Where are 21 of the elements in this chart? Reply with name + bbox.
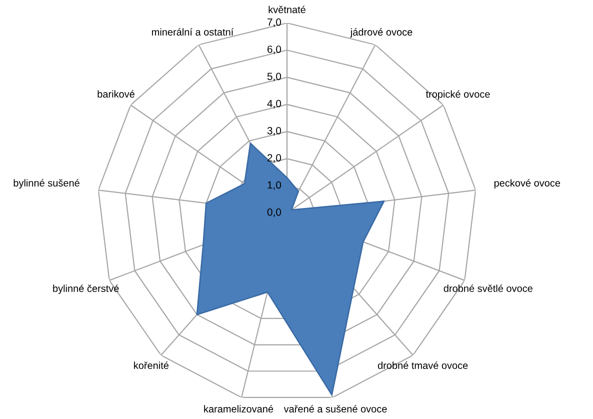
spoke-label: jádrové ovoce xyxy=(350,28,412,38)
spoke-label: květnaté xyxy=(268,6,306,14)
spoke-label: bylinné sušené xyxy=(14,179,80,189)
spoke-label: peckové ovoce xyxy=(494,179,560,189)
spoke-label: tropické ovoce xyxy=(426,90,490,100)
y-tick-label: 2,0 xyxy=(267,154,282,163)
spoke-label: kořenité xyxy=(134,362,169,370)
y-tick-label: 6,0 xyxy=(267,46,282,54)
spoke-label: drobné tmavé ovoce xyxy=(378,362,468,370)
y-tick-label: 1,0 xyxy=(268,181,282,190)
spoke-label: minerální a ostatní xyxy=(152,28,234,36)
spoke-label: barikové xyxy=(98,90,134,98)
y-tick-label: 0,0 xyxy=(267,208,282,218)
y-tick-label: 5,0 xyxy=(267,72,282,82)
spoke-label: karamelizované xyxy=(204,405,274,412)
spoke-label: bylinné čerstvé xyxy=(53,284,119,294)
spoke-label: drobné světlé ovoce xyxy=(444,284,532,292)
y-tick-label: 3,0 xyxy=(267,126,282,136)
spoke-label: vařené a sušené ovoce xyxy=(284,405,387,412)
y-tick-label: 4,0 xyxy=(267,100,282,108)
y-tick-label: 7,0 xyxy=(268,18,282,28)
